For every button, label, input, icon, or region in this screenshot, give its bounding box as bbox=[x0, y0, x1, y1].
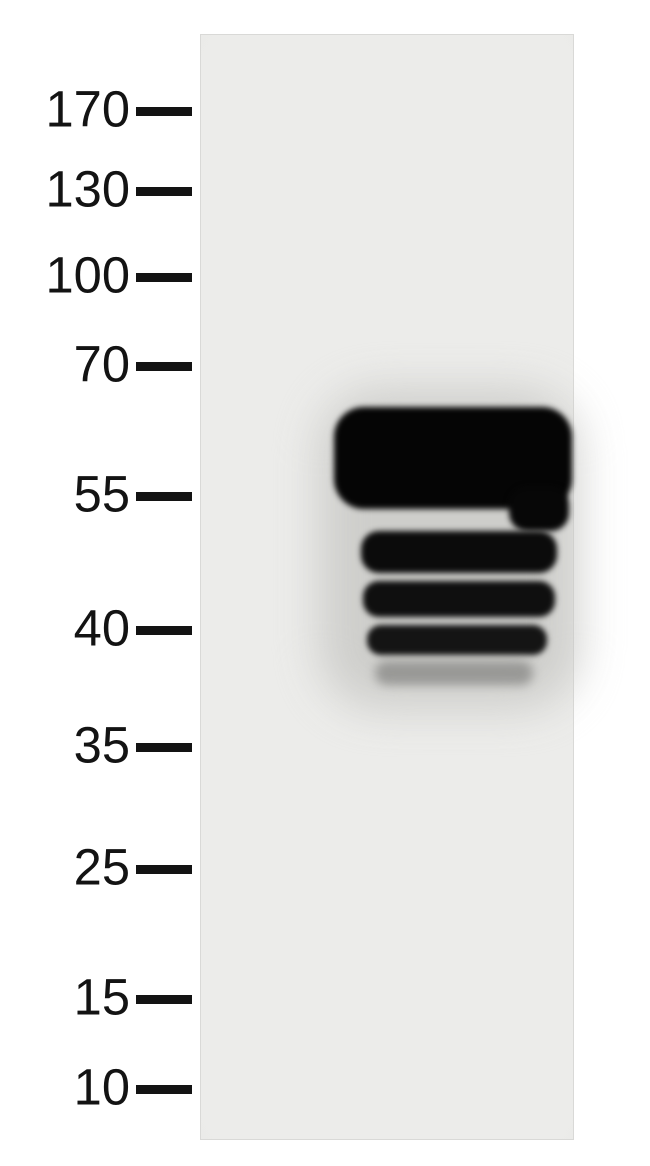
blot-membrane-inner bbox=[201, 35, 573, 1139]
ladder-label-100: 100 bbox=[45, 251, 130, 302]
band-band-4 bbox=[367, 625, 547, 655]
ladder-label-35: 35 bbox=[74, 721, 130, 772]
ladder-label-170: 170 bbox=[45, 85, 130, 136]
band-band-3 bbox=[363, 581, 555, 617]
ladder-tick-25 bbox=[136, 865, 192, 874]
ladder-tick-55 bbox=[136, 492, 192, 501]
ladder-label-15: 15 bbox=[74, 973, 130, 1024]
blot-membrane bbox=[200, 34, 574, 1140]
ladder-tick-10 bbox=[136, 1085, 192, 1094]
ladder-label-55: 55 bbox=[74, 470, 130, 521]
ladder-label-25: 25 bbox=[74, 843, 130, 894]
ladder-label-130: 130 bbox=[45, 165, 130, 216]
ladder-tick-100 bbox=[136, 273, 192, 282]
western-blot-figure: 170 130 100 70 55 40 35 25 15 10 bbox=[0, 0, 650, 1166]
ladder-label-40: 40 bbox=[74, 604, 130, 655]
ladder-tick-170 bbox=[136, 107, 192, 116]
ladder-tick-70 bbox=[136, 362, 192, 371]
band-band-5-faint bbox=[375, 661, 533, 685]
band-band-2 bbox=[361, 531, 557, 573]
ladder-label-70: 70 bbox=[74, 340, 130, 391]
ladder-tick-130 bbox=[136, 187, 192, 196]
band-main-band-neck bbox=[509, 487, 569, 531]
ladder-label-10: 10 bbox=[74, 1063, 130, 1114]
ladder-tick-35 bbox=[136, 743, 192, 752]
ladder-tick-40 bbox=[136, 626, 192, 635]
ladder-tick-15 bbox=[136, 995, 192, 1004]
